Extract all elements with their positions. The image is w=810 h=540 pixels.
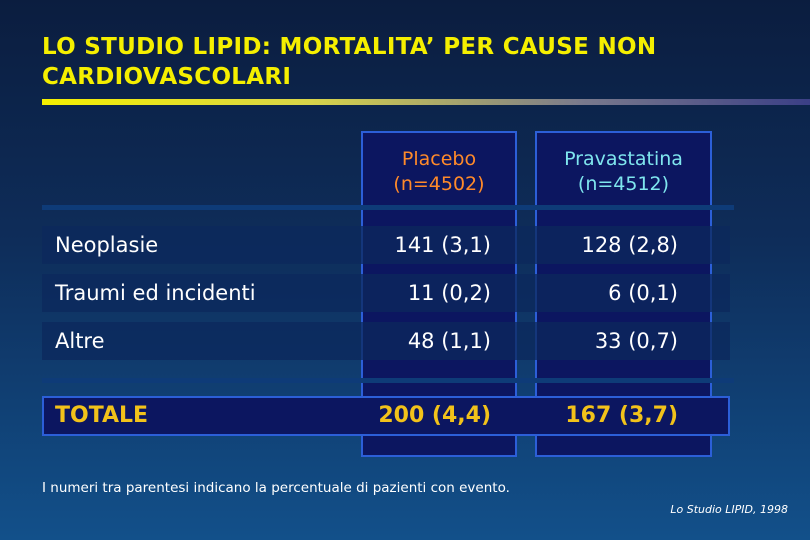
- pravastatina-n: (n=4512): [577, 173, 670, 195]
- total-separator: [42, 378, 734, 383]
- cell-placebo-neoplasie: 141 (3,1): [394, 233, 491, 257]
- header-separator: [42, 205, 734, 210]
- total-label: TOTALE: [55, 403, 149, 428]
- placebo-header: Placebo (n=4502): [363, 147, 515, 197]
- cell-placebo-traumi: 11 (0,2): [407, 281, 491, 305]
- placebo-n: (n=4502): [393, 173, 485, 195]
- row-band-neoplasie: [42, 226, 730, 264]
- row-band-traumi: [42, 274, 730, 312]
- row-band-altre: [42, 322, 730, 360]
- total-placebo: 200 (4,4): [378, 403, 491, 428]
- row-label-traumi: Traumi ed incidenti: [55, 281, 256, 305]
- cell-prava-neoplasie: 128 (2,8): [581, 233, 678, 257]
- footnote: I numeri tra parentesi indicano la perce…: [42, 480, 510, 496]
- row-label-neoplasie: Neoplasie: [55, 233, 159, 257]
- total-prava: 167 (3,7): [565, 403, 678, 428]
- source-citation: Lo Studio LIPID, 1998: [670, 503, 788, 516]
- cell-prava-traumi: 6 (0,1): [608, 281, 678, 305]
- row-label-altre: Altre: [55, 329, 105, 353]
- title-underline: [42, 99, 810, 105]
- slide-title: LO STUDIO LIPID: MORTALITA’ PER CAUSE NO…: [42, 34, 657, 90]
- pravastatina-header: Pravastatina (n=4512): [537, 147, 710, 197]
- cell-prava-altre: 33 (0,7): [594, 329, 678, 353]
- pravastatina-label: Pravastatina: [564, 148, 683, 170]
- placebo-label: Placebo: [401, 148, 477, 170]
- total-row: [42, 396, 730, 436]
- cell-placebo-altre: 48 (1,1): [407, 329, 491, 353]
